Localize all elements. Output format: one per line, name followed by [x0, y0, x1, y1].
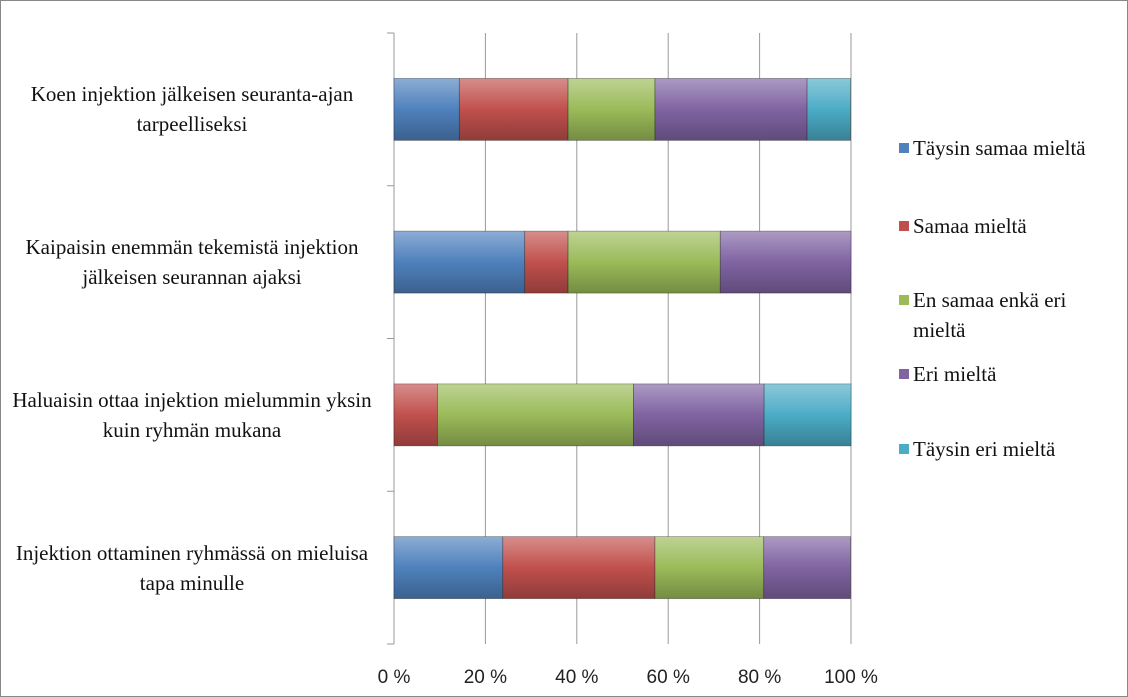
legend-swatch	[899, 369, 909, 379]
bar-segment	[524, 230, 569, 294]
category-label: Haluaisin ottaa injektion mielummin yksi…	[12, 387, 372, 442]
bar-segment	[393, 77, 460, 141]
legend-swatch	[899, 444, 909, 454]
x-tick-label: 60 %	[647, 667, 690, 688]
bar-segment	[393, 230, 526, 294]
x-tick-label: 80 %	[738, 667, 781, 688]
bar-segment	[719, 230, 852, 294]
x-tick-label: 100 %	[824, 667, 878, 688]
bar-segment	[806, 77, 851, 141]
category-label: Koen injektion jälkeisen seuranta-ajan t…	[30, 82, 354, 137]
bar-segment	[393, 536, 504, 600]
bar-segment	[654, 536, 765, 600]
legend-entry: Eri mieltä	[899, 359, 1123, 389]
bar-segment	[763, 536, 851, 600]
category-label: Injektion ottaminen ryhmässä on mieluisa…	[15, 540, 369, 595]
bar-segment	[654, 77, 808, 141]
x-tick-label: 40 %	[555, 667, 598, 688]
bar-segment	[437, 383, 634, 447]
x-tick-label: 20 %	[464, 667, 507, 688]
legend-entry: Samaa mieltä	[899, 211, 1123, 241]
bar-segment	[502, 536, 656, 600]
bar-segment	[763, 383, 852, 447]
legend-swatch	[899, 143, 909, 153]
legend-label: Samaa mieltä	[913, 214, 1027, 238]
category-label: Kaipaisin enemmän tekemistä injektion jä…	[25, 235, 359, 290]
legend-entry: Täysin eri mieltä	[899, 434, 1123, 464]
legend-label: Täysin samaa mieltä	[913, 136, 1086, 160]
legend-entry: Täysin samaa mieltä	[899, 133, 1123, 163]
bar-segment	[458, 77, 569, 141]
legend-label: Täysin eri mieltä	[913, 437, 1056, 461]
bar-segment	[633, 383, 765, 447]
legend-swatch	[899, 295, 909, 305]
bar-segment	[567, 77, 656, 141]
legend-label: En samaa enkä eri mieltä	[913, 288, 1067, 342]
bar-segment	[393, 383, 438, 447]
legend-swatch	[899, 221, 909, 231]
legend-entry: En samaa enkä eri mieltä	[899, 285, 1123, 345]
legend-label: Eri mieltä	[913, 362, 997, 386]
x-tick-label: 0 %	[378, 667, 411, 688]
bar-segment	[567, 230, 721, 294]
